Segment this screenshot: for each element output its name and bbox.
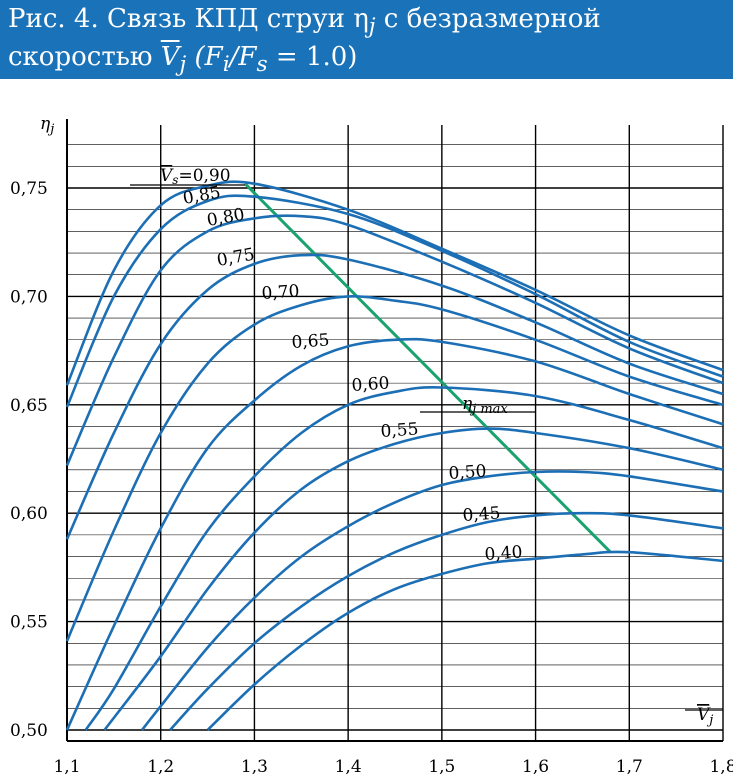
vs-subscript: s	[172, 173, 178, 187]
series-line-0-70	[65, 294, 724, 642]
title-fs-sub: s	[256, 52, 268, 78]
y-tick-label: 0,75	[10, 179, 48, 199]
x-tick-label: 1,1	[53, 757, 80, 777]
series-label-0-80: 0,80	[205, 205, 246, 231]
y-axis-subscript: j	[47, 122, 54, 137]
chart-labels: Vs=0,900,850,80 0,750,70 0,65 0,60 0,55 0,50 0…	[130, 166, 535, 565]
figure-title: Рис. 4. Связь КПД струи ηj с безразмерно…	[8, 4, 728, 80]
vs-symbol: V	[160, 166, 174, 186]
title-area-ratio-a: (F	[186, 42, 223, 73]
x-axis-subscript: j	[706, 713, 713, 728]
eta-max-label: ηj max	[462, 394, 508, 417]
series-label-0-90: Vs=0,90	[160, 166, 231, 187]
series-label-0-50: 0,50	[448, 461, 487, 484]
title-line2-text: скоростью	[8, 42, 161, 73]
chart-ticks: 0,500,550,600,650,700,751,1 1,2 1,3 1,4 1,5 1…	[10, 114, 733, 777]
series-line-0-80	[65, 214, 724, 467]
y-tick-label: 0,50	[10, 721, 48, 741]
series-line-0-85	[65, 194, 724, 408]
x-tick-label: 1,2	[147, 757, 174, 777]
series-line-0-55	[103, 427, 724, 731]
title-line-1: Рис. 4. Связь КПД струи ηj с безразмерно…	[8, 4, 728, 42]
x-tick-label: 1,6	[522, 757, 549, 777]
y-axis-label: ηj	[40, 114, 54, 137]
y-tick-label: 0,60	[10, 504, 48, 524]
series-label-0-60: 0,60	[351, 373, 390, 396]
efficiency-chart: Vs=0,900,850,800,750,700,650,600,550,500…	[10, 114, 733, 777]
envelope-line	[243, 182, 612, 554]
y-axis-symbol: η	[40, 114, 51, 134]
series-line-0-75	[65, 253, 724, 540]
series-line-0-65	[65, 337, 724, 731]
series-line-0-40	[206, 550, 724, 731]
series-label-0-65: 0,65	[291, 330, 330, 353]
eta-max-symbol: η	[462, 394, 473, 414]
figure-header: Рис. 4. Связь КПД струи ηj с безразмерно…	[0, 0, 733, 79]
series-label-0-55: 0,55	[380, 419, 419, 442]
x-tick-label: 1,5	[428, 757, 455, 777]
title-line-2: скоростью Vj (Fi/Fs = 1.0)	[8, 42, 728, 80]
series-line-0-60	[84, 386, 724, 731]
title-area-ratio-value: = 1.0)	[267, 42, 358, 73]
title-area-ratio-b: /F	[229, 42, 257, 73]
series-label-0-45: 0,45	[462, 503, 501, 526]
vs-value: =0,90	[178, 166, 230, 186]
series-label-0-40: 0,40	[484, 542, 523, 565]
y-tick-label: 0,55	[10, 613, 48, 633]
title-fi-sub: i	[222, 52, 230, 78]
eta-max-envelope	[243, 182, 612, 554]
x-tick-label: 1,8	[709, 757, 733, 777]
series-label-0-85: 0,85	[181, 183, 222, 209]
x-tick-label: 1,4	[335, 757, 362, 777]
series-line-0-50	[140, 470, 724, 731]
title-velocity-sub: j	[179, 52, 187, 78]
y-tick-label: 0,65	[10, 396, 48, 416]
chart-series	[65, 180, 724, 731]
title-line1-suffix: с безразмерной	[375, 4, 601, 34]
x-tick-label: 1,7	[616, 757, 643, 777]
series-label-0-75: 0,75	[215, 245, 256, 271]
series-label-0-70: 0,70	[261, 281, 300, 304]
y-tick-label: 0,70	[10, 287, 48, 307]
x-tick-label: 1,3	[241, 757, 268, 777]
title-velocity-var: V	[160, 42, 180, 73]
eta-max-subscript: j max	[469, 402, 508, 417]
series-line-0-90	[65, 180, 724, 386]
title-eta-subscript: j	[368, 14, 376, 40]
title-line1-text: Рис. 4. Связь КПД струи η	[8, 4, 369, 34]
series-line-0-45	[169, 511, 724, 731]
